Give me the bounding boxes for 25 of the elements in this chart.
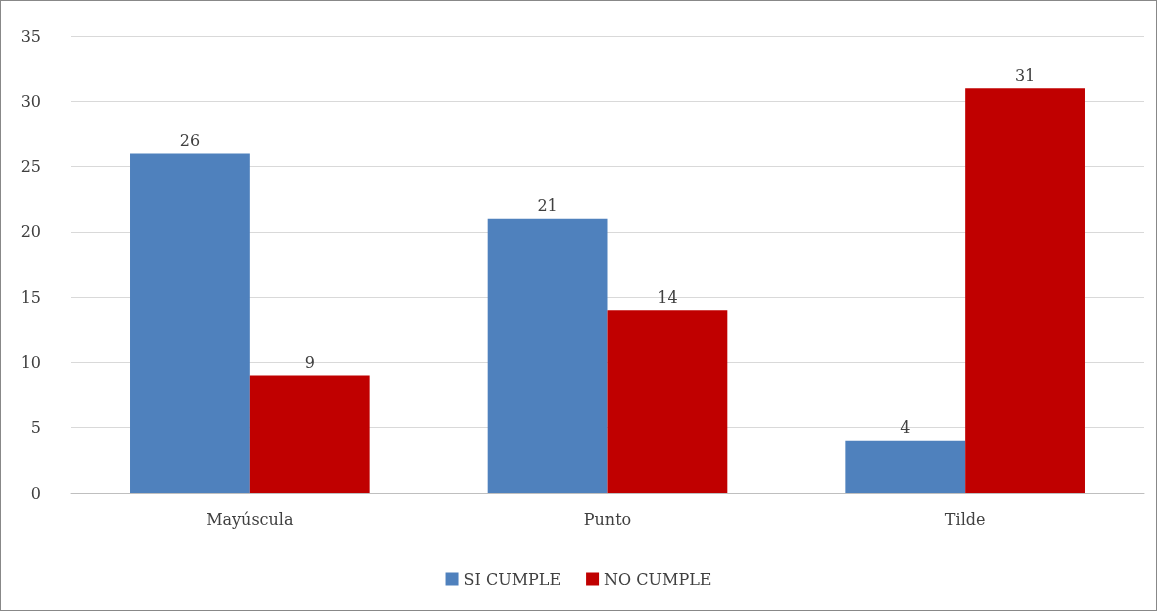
y-tick-label: 0 <box>30 483 41 503</box>
y-tick-label: 25 <box>20 157 41 177</box>
bar <box>249 375 370 493</box>
data-label: 14 <box>657 287 678 307</box>
bar <box>130 153 250 493</box>
x-tick-label: Tilde <box>944 509 986 529</box>
bar <box>965 88 1085 493</box>
y-tick-label: 15 <box>20 287 41 307</box>
legend-label: NO CUMPLE <box>604 569 712 589</box>
data-label: 4 <box>900 418 911 438</box>
data-label: 31 <box>1014 65 1036 85</box>
y-tick-label: 30 <box>20 91 41 111</box>
data-label: 9 <box>304 352 315 372</box>
y-tick-label: 10 <box>20 352 41 372</box>
y-tick-label: 20 <box>20 222 41 242</box>
y-tick-label: 5 <box>30 418 41 438</box>
legend-label: SI CUMPLE <box>463 569 562 589</box>
bar <box>607 310 728 493</box>
bar <box>487 218 608 493</box>
x-tick-label: Punto <box>583 509 632 529</box>
data-label: 26 <box>179 131 201 151</box>
bar <box>845 440 966 493</box>
data-label: 21 <box>537 196 558 216</box>
x-tick-label: Mayúscula <box>206 509 294 529</box>
y-tick-label: 35 <box>20 26 41 46</box>
